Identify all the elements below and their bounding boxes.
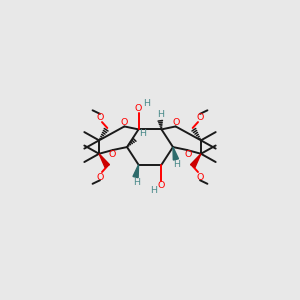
Text: H: H xyxy=(150,186,157,195)
Text: O: O xyxy=(135,104,142,113)
Text: O: O xyxy=(196,112,204,122)
Text: O: O xyxy=(96,112,103,122)
Text: O: O xyxy=(158,181,165,190)
Polygon shape xyxy=(173,147,178,160)
Text: O: O xyxy=(184,150,191,159)
Text: H: H xyxy=(143,99,150,108)
Text: O: O xyxy=(172,118,180,127)
Text: O: O xyxy=(196,172,204,182)
Text: O: O xyxy=(109,150,116,159)
Text: O: O xyxy=(120,118,127,127)
Polygon shape xyxy=(133,165,139,178)
Text: H: H xyxy=(134,178,140,187)
Polygon shape xyxy=(99,154,110,168)
Text: O: O xyxy=(96,172,103,182)
Text: H: H xyxy=(139,129,146,138)
Polygon shape xyxy=(190,154,201,168)
Text: H: H xyxy=(158,110,164,118)
Text: H: H xyxy=(174,160,181,169)
